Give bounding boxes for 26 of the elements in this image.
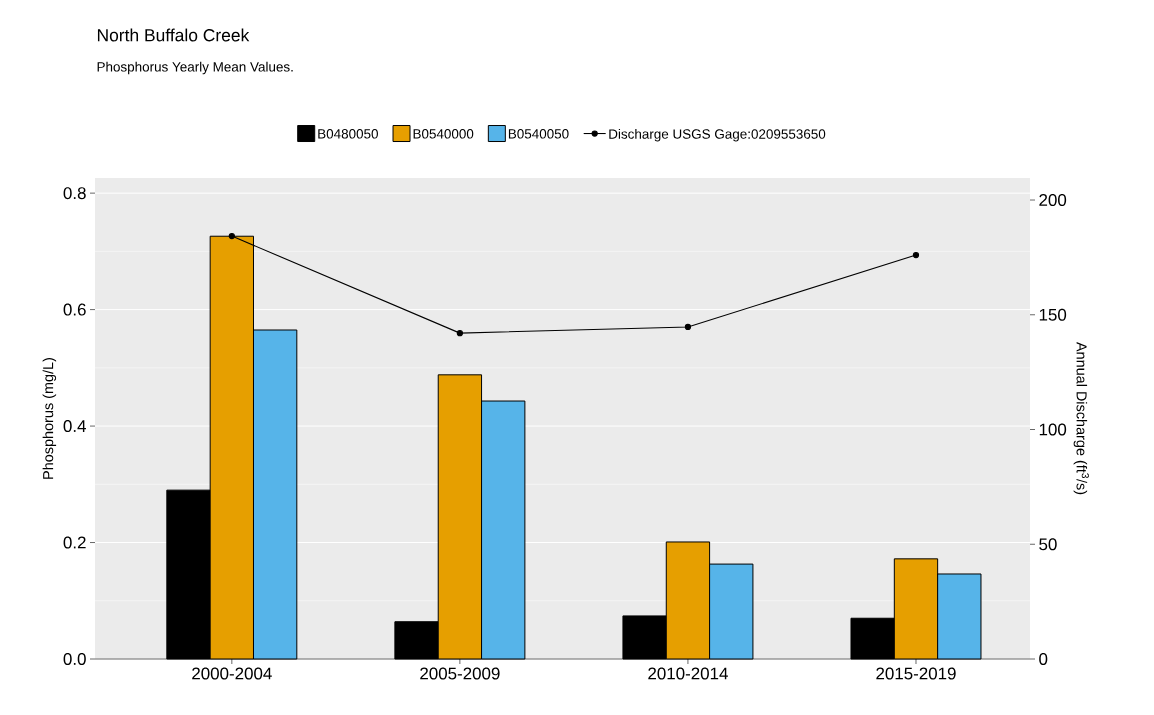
y-tick-label: 0.0 — [63, 653, 86, 665]
y2-axis-title: Annual Discharge (ft$^{3}$/s) — [1073, 342, 1089, 495]
x-tick-label: 2015-2019 — [876, 667, 956, 680]
legend-label: B0540000 — [413, 129, 474, 139]
y2-tick-label: 150 — [1039, 308, 1067, 321]
point — [456, 329, 464, 337]
y-axis-title: Phosphorus (mg/L) — [42, 357, 57, 479]
y-tick-label: 0.8 — [63, 187, 86, 200]
y2-tick-label: 100 — [1039, 423, 1067, 436]
legend-label: Discharge USGS Gage:0209553650 — [609, 128, 826, 142]
point — [228, 232, 235, 240]
point — [912, 251, 920, 259]
point — [684, 323, 692, 331]
x-tick-label: 2010-2014 — [648, 667, 728, 680]
x-tick-label: 2005-2009 — [420, 667, 500, 680]
x-tick-label: 2000-2004 — [192, 667, 272, 680]
y2-tick-label: 50 — [1039, 538, 1057, 551]
chart-title: North Buffalo Creek — [97, 28, 250, 42]
chart-subtitle: Phosphorus Yearly Mean Values. — [97, 61, 293, 75]
y-tick-label: 0.4 — [63, 420, 86, 433]
legend-label: B0540050 — [508, 129, 569, 139]
legend-label: B0480050 — [318, 129, 378, 139]
y-tick-label: 0.2 — [63, 536, 86, 549]
y-tick-label: 0.6 — [63, 303, 86, 316]
y2-tick-label: 200 — [1039, 194, 1067, 207]
y2-tick-label: 0 — [1039, 653, 1048, 665]
